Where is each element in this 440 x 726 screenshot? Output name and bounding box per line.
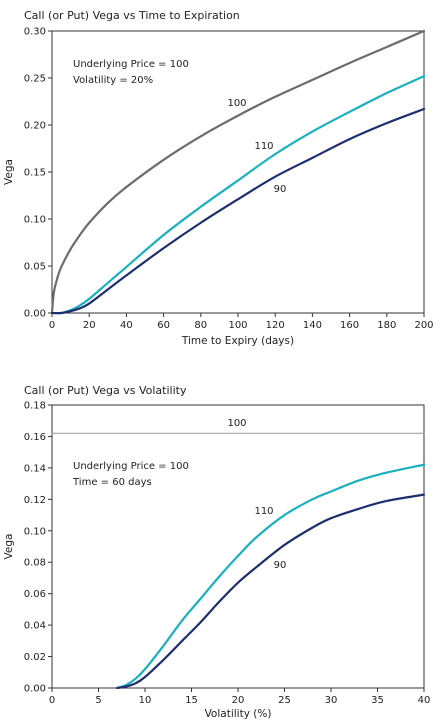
y-tick-label: 0.18: [24, 401, 46, 412]
series-line-90: [117, 495, 424, 688]
x-axis-title: Volatility (%): [205, 708, 272, 720]
y-tick-label: 0.06: [24, 589, 46, 600]
y-tick-label: 0.04: [24, 621, 46, 632]
y-tick-label: 0.16: [24, 432, 46, 443]
x-tick-label: 30: [325, 695, 338, 706]
y-tick-label: 0.02: [24, 652, 46, 663]
series-label-90: 90: [274, 560, 287, 571]
annotation-text: Underlying Price = 100: [73, 461, 189, 472]
annotation-text: Time = 60 days: [72, 477, 152, 488]
plot-frame: [52, 405, 424, 688]
y-tick-label: 0.00: [24, 684, 46, 695]
series-line-110: [117, 465, 424, 688]
x-tick-label: 0: [49, 695, 55, 706]
x-tick-label: 25: [278, 695, 291, 706]
y-tick-label: 0.10: [24, 526, 46, 537]
x-tick-label: 5: [95, 695, 101, 706]
y-axis-title: Vega: [3, 534, 15, 560]
y-tick-label: 0.08: [24, 558, 46, 569]
x-tick-label: 15: [185, 695, 198, 706]
x-tick-label: 10: [139, 695, 152, 706]
series-label-110: 110: [254, 506, 273, 517]
y-tick-label: 0.14: [24, 463, 46, 474]
series-label-100: 100: [227, 418, 246, 429]
x-tick-label: 20: [232, 695, 245, 706]
y-tick-label: 0.12: [24, 495, 46, 506]
x-tick-label: 40: [418, 695, 431, 706]
x-tick-label: 35: [371, 695, 384, 706]
